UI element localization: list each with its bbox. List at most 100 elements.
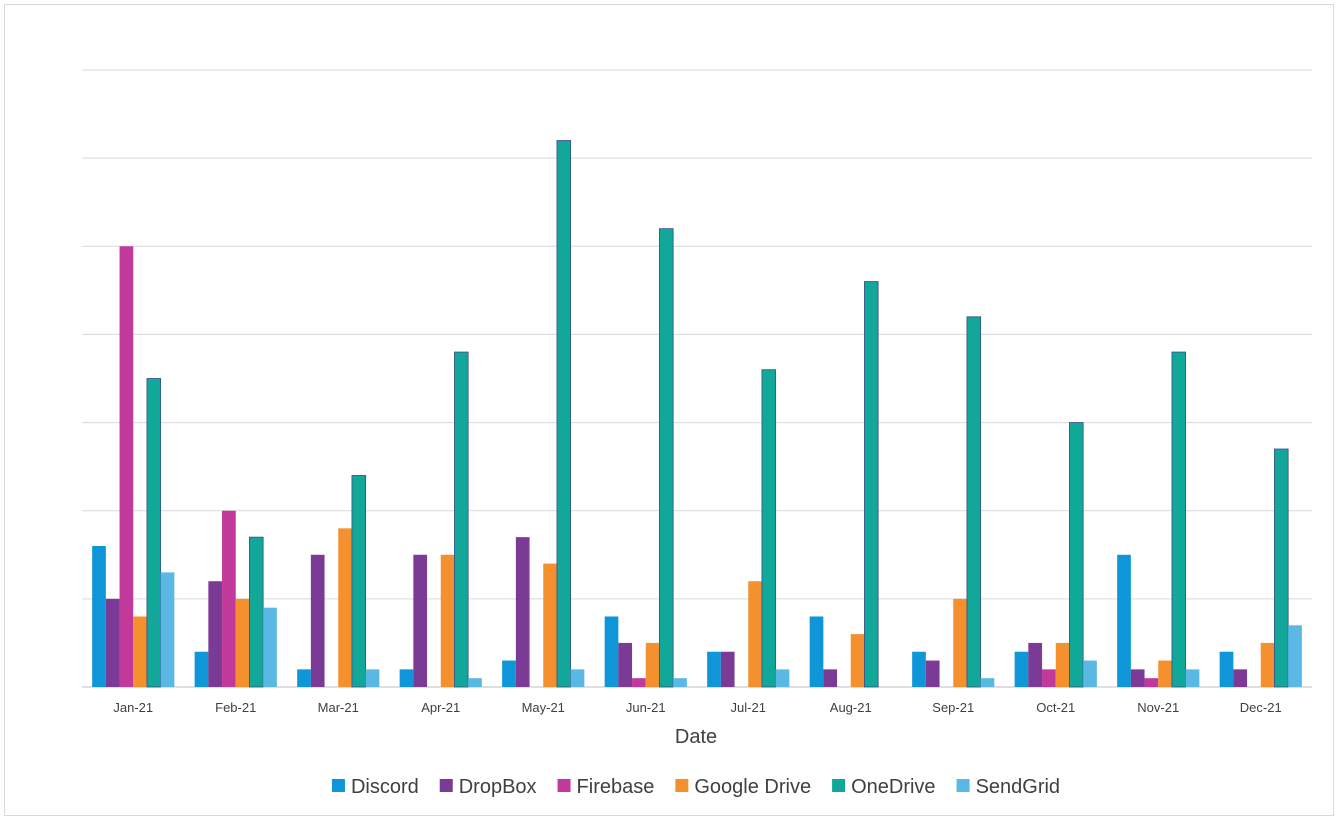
x-tick-label: May-21 xyxy=(522,700,565,715)
bar-dropbox xyxy=(208,581,223,687)
bar-discord xyxy=(604,616,619,687)
gridlines xyxy=(82,69,1312,688)
legend-label: Google Drive xyxy=(694,776,811,798)
bar-sendgrid xyxy=(263,607,277,687)
bar-sendgrid xyxy=(980,678,995,687)
bar-onedrive xyxy=(1171,351,1187,688)
legend-swatch xyxy=(439,779,453,792)
bar-dropbox xyxy=(1233,669,1248,687)
bar-sendgrid xyxy=(1185,669,1200,687)
bar-onedrive xyxy=(351,475,367,688)
bar-discord xyxy=(1219,651,1234,687)
x-tick-label: Nov-21 xyxy=(1137,700,1179,715)
legend-item: DropBox xyxy=(439,776,537,798)
bar-discord xyxy=(1014,651,1029,687)
bar-dropbox xyxy=(925,660,940,687)
bar-discord xyxy=(707,651,721,687)
bar-discord xyxy=(502,660,516,687)
bar-onedrive xyxy=(966,316,982,688)
bar-google-drive xyxy=(1260,642,1275,687)
x-tick-label: Jan-21 xyxy=(113,700,153,715)
legend-label: DropBox xyxy=(459,776,537,798)
bar-discord xyxy=(92,545,106,687)
bar-firebase xyxy=(222,510,236,687)
legend-label: Discord xyxy=(351,776,419,798)
bar-sendgrid xyxy=(775,669,790,687)
legend-swatch xyxy=(331,779,345,792)
legend-swatch xyxy=(956,779,970,792)
x-tick-labels: Jan-21 Feb-21 Mar-21 Apr-21 May-21 Jun-21 Jul-… xyxy=(113,700,1281,715)
bar-firebase xyxy=(119,246,134,688)
legend-label: Firebase xyxy=(577,776,655,798)
bar-dropbox xyxy=(310,554,325,687)
legend-swatch xyxy=(557,779,571,792)
x-tick-label: Sep-21 xyxy=(932,700,974,715)
bar-sendgrid xyxy=(365,669,380,687)
legend-item: SendGrid xyxy=(956,776,1061,798)
bar-firebase xyxy=(632,678,646,687)
legend-label: SendGrid xyxy=(976,776,1061,798)
bar-discord xyxy=(809,616,824,687)
bar-discord xyxy=(1117,554,1131,687)
bar-google-drive xyxy=(748,581,762,687)
bar-google-drive xyxy=(235,598,250,687)
x-tick-label: Apr-21 xyxy=(421,700,460,715)
legend-swatch xyxy=(675,779,689,792)
bar-onedrive xyxy=(1274,448,1289,688)
legend-item: OneDrive xyxy=(832,776,936,798)
bar-onedrive xyxy=(761,369,777,688)
bar-google-drive xyxy=(338,528,352,687)
bar-onedrive xyxy=(556,140,572,688)
bar-onedrive xyxy=(864,281,879,688)
bar-onedrive xyxy=(249,536,264,688)
bar-google-drive xyxy=(850,634,865,687)
bar-google-drive xyxy=(645,642,660,687)
bar-sendgrid xyxy=(673,678,687,687)
legend-item: Firebase xyxy=(557,776,655,798)
bar-google-drive xyxy=(440,554,455,687)
bar-discord xyxy=(297,669,311,687)
bar-sendgrid xyxy=(160,572,175,687)
bar-google-drive xyxy=(1055,642,1070,687)
bar-firebase xyxy=(1144,678,1159,687)
x-tick-label: Jul-21 xyxy=(731,700,766,715)
bar-discord xyxy=(912,651,926,687)
bar-onedrive xyxy=(454,351,469,688)
bar-google-drive xyxy=(953,598,967,687)
bar-dropbox xyxy=(515,537,530,687)
legend-item: Discord xyxy=(331,776,419,798)
bar-dropbox xyxy=(823,669,838,687)
bar-dropbox xyxy=(618,642,633,687)
bar-sendgrid xyxy=(1288,625,1302,687)
legend: Discord DropBox Firebase Google Drive OneDri… xyxy=(331,776,1061,798)
bar-google-drive xyxy=(1158,660,1172,687)
bar-dropbox xyxy=(413,554,428,687)
x-tick-label: Oct-21 xyxy=(1036,700,1075,715)
bar-sendgrid xyxy=(570,669,585,687)
x-tick-label: Jun-21 xyxy=(626,700,666,715)
bars xyxy=(92,140,1302,688)
bar-dropbox xyxy=(105,598,120,687)
x-tick-label: Feb-21 xyxy=(215,700,256,715)
bar-google-drive xyxy=(543,563,557,687)
bar-sendgrid xyxy=(468,678,482,687)
x-tick-label: Mar-21 xyxy=(318,700,359,715)
bar-dropbox xyxy=(1028,642,1043,687)
legend-item: Google Drive xyxy=(675,776,811,798)
legend-label: OneDrive xyxy=(851,776,935,798)
x-tick-label: Aug-21 xyxy=(830,700,872,715)
bar-discord xyxy=(399,669,414,687)
bar-dropbox xyxy=(720,651,735,687)
x-tick-label: Dec-21 xyxy=(1240,700,1282,715)
bar-firebase xyxy=(1042,669,1056,687)
bar-dropbox xyxy=(1130,669,1145,687)
bar-discord xyxy=(194,651,209,687)
bar-onedrive xyxy=(659,228,674,688)
bar-google-drive xyxy=(133,616,147,687)
bar-onedrive xyxy=(1069,422,1084,688)
bar-onedrive xyxy=(146,378,162,688)
bar-sendgrid xyxy=(1083,660,1097,687)
legend-swatch xyxy=(832,779,846,792)
x-axis-title: Date xyxy=(675,726,717,748)
